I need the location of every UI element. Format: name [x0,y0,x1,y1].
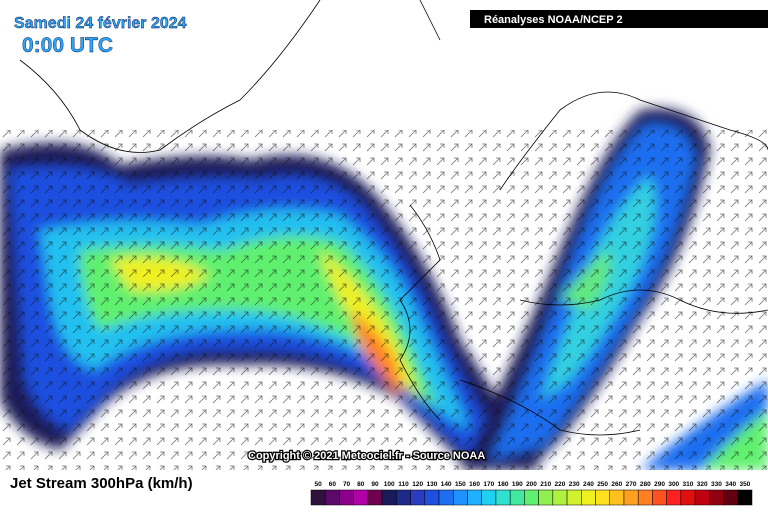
scale-label: 130 [426,481,437,488]
color-swatch [637,489,653,506]
color-swatch [595,489,610,506]
scale-label: 350 [739,481,750,488]
scale-label: 270 [626,481,637,488]
color-swatch [381,489,397,506]
color-swatch [566,489,582,506]
color-swatch [324,489,340,506]
color-swatch [524,489,539,506]
scale-label: 170 [483,481,494,488]
color-swatch [410,489,426,506]
color-swatch [353,489,369,506]
jet-field [0,108,768,470]
color-swatch [467,489,482,506]
scale-label: 310 [683,481,694,488]
map-time: 0:00 UTC [22,34,113,57]
scale-label: 110 [398,481,409,488]
color-swatch [453,489,468,506]
scale-label: 300 [668,481,679,488]
scale-label: 190 [512,481,523,488]
legend-title: Jet Stream 300hPa (km/h) [10,475,193,492]
copyright: Copyright © 2021 Meteociel.fr - Source N… [248,450,485,462]
scale-label: 220 [555,481,566,488]
color-scale: 50 60 70 80 90 100 110 120 130 140 150 160 170 180 190… [310,481,753,506]
color-swatch [552,489,568,506]
color-swatch [723,489,739,506]
color-swatch [339,489,354,506]
color-swatch [609,489,625,506]
coastlines [19,0,768,436]
color-swatch [581,489,596,506]
color-swatch [538,489,554,506]
map-title: Samedi 24 février 2024 [14,15,187,32]
scale-label: 250 [597,481,608,488]
scale-label: 70 [343,481,351,488]
scale-label: 200 [526,481,537,488]
color-swatch [396,489,411,506]
color-swatch [709,489,724,506]
scale-label: 230 [569,481,580,488]
scale-label: 290 [654,481,665,488]
color-swatch [623,489,639,506]
scale-label: 240 [583,481,594,488]
source-label: Réanalyses NOAA/NCEP 2 [484,14,623,26]
color-swatch [481,489,497,506]
scale-label: 140 [441,481,452,488]
scale-label: 60 [329,481,337,488]
scale-label: 330 [711,481,722,488]
scale-label: 90 [371,481,379,488]
source-box [470,10,768,28]
scale-label: 160 [469,481,480,488]
color-swatch [652,489,667,506]
scale-label: 340 [725,481,736,488]
scale-label: 280 [640,481,651,488]
scale-label: 80 [357,481,365,488]
scale-label: 50 [314,481,322,488]
color-swatch [495,489,511,506]
color-swatch [424,489,440,506]
color-swatch [438,489,454,506]
scale-label: 320 [697,481,708,488]
scale-label: 180 [498,481,509,488]
color-swatch [737,489,753,506]
color-swatch [694,489,710,506]
scale-label: 260 [611,481,622,488]
color-swatch [680,489,696,506]
scale-label: 150 [455,481,466,488]
scale-label: 100 [384,481,395,488]
color-swatch [310,489,326,506]
color-swatch [509,489,525,506]
scale-label: 120 [412,481,423,488]
scale-label: 210 [540,481,551,488]
color-swatch [666,489,682,506]
color-swatch [367,489,383,506]
